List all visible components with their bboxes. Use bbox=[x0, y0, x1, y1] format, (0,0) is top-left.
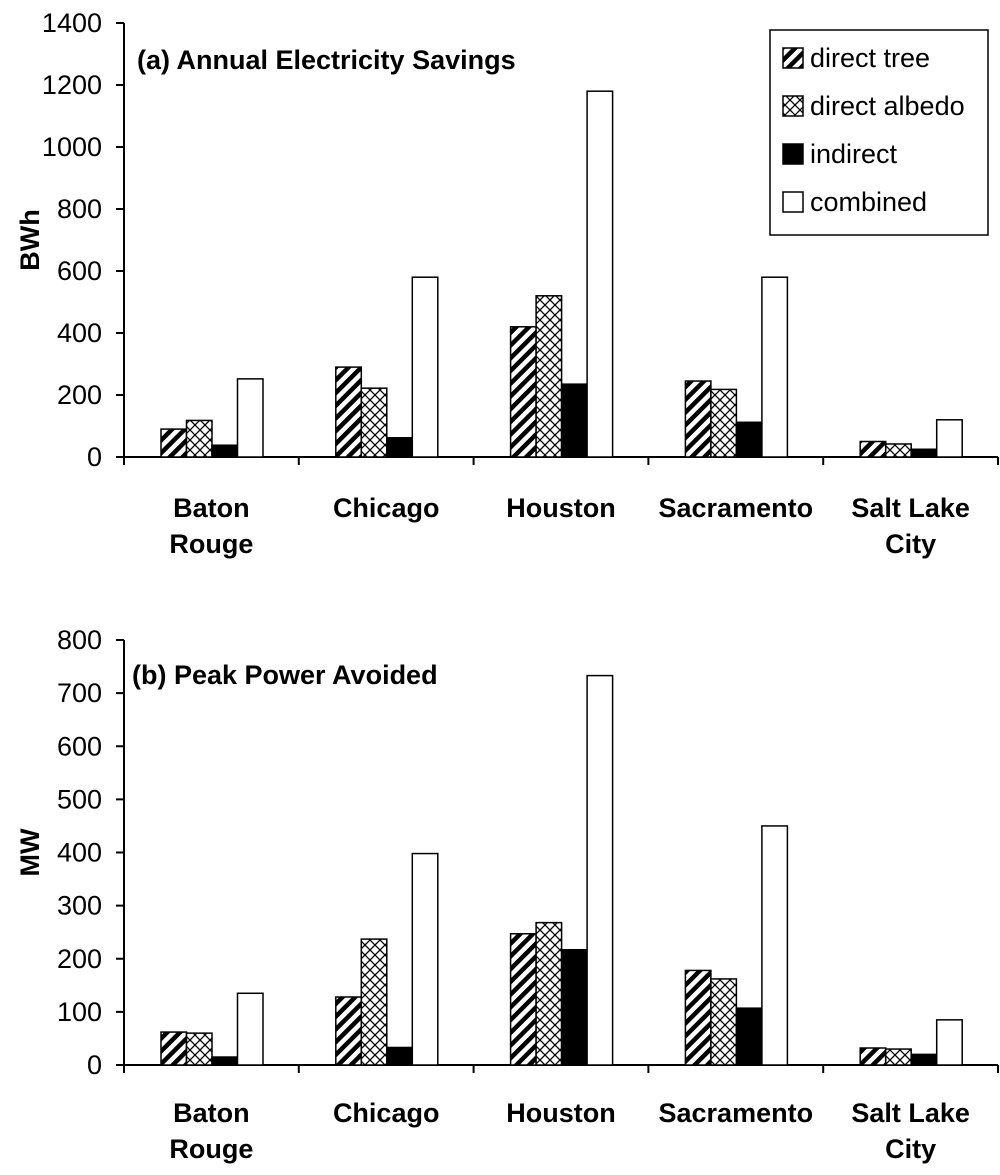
bar-direct-tree-0 bbox=[160, 428, 188, 458]
chart-panel-a: 0 200 400 600 800 1000 1200 1400 Baton Rouge Chica… bbox=[15, 8, 999, 559]
bar-direct-albedo-3 bbox=[710, 978, 738, 1066]
bar-indirect-0 bbox=[211, 1056, 239, 1066]
y-tick-label: 800 bbox=[57, 625, 102, 655]
bar-combined-0 bbox=[236, 992, 264, 1066]
bar-direct-tree-0 bbox=[160, 1031, 188, 1066]
bar-indirect-2 bbox=[560, 383, 588, 458]
category-label: Houston bbox=[506, 493, 615, 523]
bar-indirect-3 bbox=[735, 1007, 763, 1066]
y-tick-label: 0 bbox=[87, 442, 102, 472]
category-label: Sacramento bbox=[659, 1098, 814, 1128]
legend-swatch-direct-tree bbox=[782, 47, 804, 69]
bar-combined-3 bbox=[761, 276, 789, 458]
bar-direct-tree-1 bbox=[335, 996, 363, 1066]
y-axis-label: MW bbox=[15, 828, 45, 876]
category-label: Chicago bbox=[333, 493, 440, 523]
bar-direct-albedo-1 bbox=[360, 387, 388, 458]
y-tick-label: 1200 bbox=[42, 70, 102, 100]
bar-direct-tree-2 bbox=[509, 933, 537, 1066]
bar-direct-albedo-4 bbox=[884, 443, 912, 458]
y-tick-label: 600 bbox=[57, 731, 102, 761]
y-tick-label: 200 bbox=[57, 944, 102, 974]
bar-combined-1 bbox=[411, 276, 439, 458]
bar-direct-tree-3 bbox=[684, 380, 712, 458]
bar-indirect-1 bbox=[386, 1046, 414, 1066]
legend-label: direct tree bbox=[810, 43, 930, 73]
y-tick-label: 700 bbox=[57, 678, 102, 708]
legend-label: direct albedo bbox=[810, 91, 965, 121]
y-axis-label: BWh bbox=[15, 209, 45, 270]
bar-combined-4 bbox=[935, 1019, 963, 1066]
y-tick-label: 600 bbox=[57, 256, 102, 286]
category-label: Salt Lake City bbox=[851, 493, 970, 559]
category-label: Chicago bbox=[333, 1098, 440, 1128]
y-tick-label: 200 bbox=[57, 380, 102, 410]
y-tick-label: 100 bbox=[57, 997, 102, 1027]
bar-indirect-2 bbox=[560, 948, 588, 1066]
y-tick-label: 0 bbox=[87, 1050, 102, 1080]
chart-title: (b) Peak Power Avoided bbox=[132, 660, 438, 690]
bar-indirect-0 bbox=[211, 444, 239, 458]
legend-label: indirect bbox=[810, 139, 898, 169]
category-label: Sacramento bbox=[659, 493, 814, 523]
y-tick-label: 800 bbox=[57, 194, 102, 224]
bar-combined-1 bbox=[411, 852, 439, 1066]
bar-indirect-4 bbox=[910, 448, 938, 458]
y-tick-label: 300 bbox=[57, 891, 102, 921]
bar-direct-albedo-0 bbox=[185, 419, 213, 458]
bar-direct-albedo-2 bbox=[535, 295, 563, 458]
bar-indirect-3 bbox=[735, 421, 763, 458]
category-label: Salt Lake City bbox=[851, 1098, 970, 1164]
legend: direct tree direct albedo indirect combined bbox=[769, 29, 989, 236]
bar-direct-albedo-1 bbox=[360, 938, 388, 1066]
bar-combined-2 bbox=[586, 674, 614, 1066]
bar-direct-tree-4 bbox=[859, 440, 887, 458]
y-tick-label: 1000 bbox=[42, 132, 102, 162]
legend-swatch-direct-albedo bbox=[782, 95, 804, 117]
bar-combined-4 bbox=[935, 419, 963, 458]
bar-combined-0 bbox=[236, 378, 264, 458]
legend-label: combined bbox=[810, 187, 927, 217]
bar-direct-albedo-0 bbox=[185, 1032, 213, 1066]
y-tick-label: 1400 bbox=[42, 8, 102, 38]
category-label: Houston bbox=[506, 1098, 615, 1128]
legend-swatch-indirect bbox=[782, 143, 804, 165]
bar-direct-albedo-2 bbox=[535, 921, 563, 1066]
bar-direct-albedo-4 bbox=[884, 1048, 912, 1066]
category-label: Baton Rouge bbox=[169, 493, 253, 559]
bar-indirect-4 bbox=[910, 1053, 938, 1066]
chart-panel-b: 0 100 200 300 400 500 600 700 800 Baton Rouge Chica… bbox=[15, 625, 999, 1164]
bar-direct-albedo-3 bbox=[710, 388, 738, 458]
bar-combined-2 bbox=[586, 90, 614, 458]
bar-combined-3 bbox=[761, 825, 789, 1066]
y-tick-label: 500 bbox=[57, 784, 102, 814]
chart-title: (a) Annual Electricity Savings bbox=[137, 45, 516, 75]
y-tick-label: 400 bbox=[57, 838, 102, 868]
legend-box bbox=[769, 29, 989, 236]
bar-direct-tree-3 bbox=[684, 969, 712, 1066]
legend-swatch-combined bbox=[782, 191, 804, 213]
bar-direct-tree-2 bbox=[509, 326, 537, 458]
bar-indirect-1 bbox=[386, 437, 414, 458]
y-tick-label: 400 bbox=[57, 318, 102, 348]
category-label: Baton Rouge bbox=[169, 1098, 253, 1164]
bar-direct-tree-1 bbox=[335, 366, 363, 458]
bar-direct-tree-4 bbox=[859, 1047, 887, 1066]
